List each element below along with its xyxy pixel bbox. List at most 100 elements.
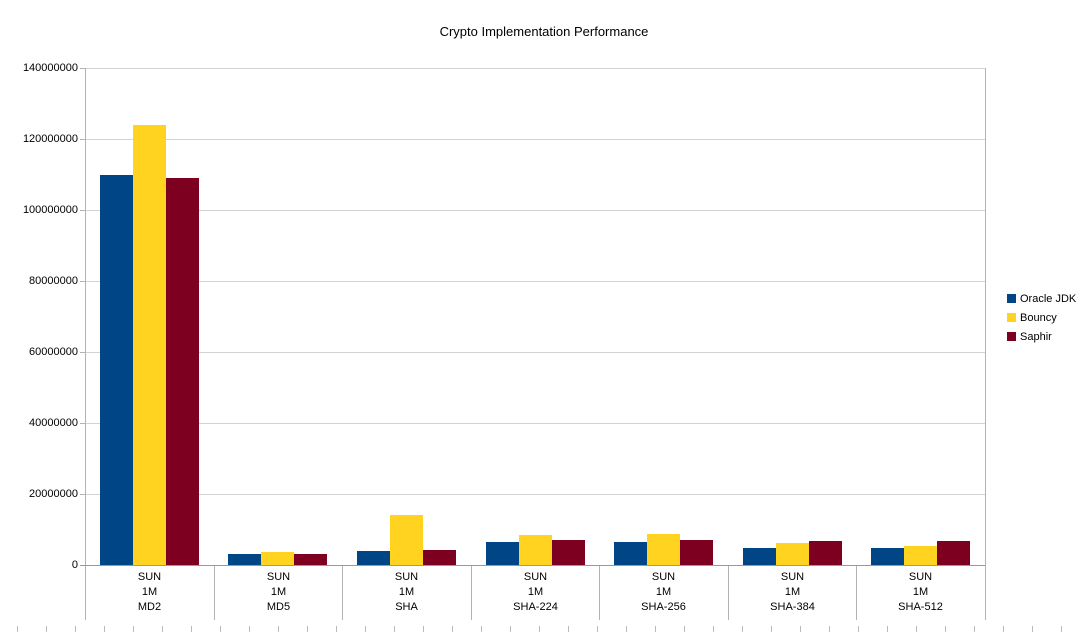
bottom-edge-tick [597,626,598,632]
category-label-line: SHA-256 [641,601,686,613]
y-axis-tick-label: 140000000 [22,62,78,74]
category-separator [214,565,215,620]
y-axis-tick-label: 100000000 [22,204,78,216]
bar-bouncy [133,125,166,565]
bottom-edge-tick [655,626,656,632]
bottom-edge-tick [568,626,569,632]
bottom-edge-tick [75,626,76,632]
y-axis-tick-label: 40000000 [29,417,78,429]
bottom-edge-tick [510,626,511,632]
bottom-edge-tick [307,626,308,632]
chart-title: Crypto Implementation Performance [439,24,649,39]
bar-bouncy [904,546,937,565]
x-axis-category-label: SUN 1M SHA-384 [728,570,857,615]
bar-oracle-jdk [486,542,519,565]
bottom-edge-tick [742,626,743,632]
category-label-line: SUN [266,571,291,583]
bar-oracle-jdk [100,175,133,566]
bar-saphir [937,541,970,565]
legend-swatch-icon [1007,313,1016,322]
y-axis-tick-label: 60000000 [29,346,78,358]
y-gridline [85,352,985,353]
bottom-edge-tick [713,626,714,632]
y-axis-tick-label: 120000000 [22,133,78,145]
legend-label: Oracle JDK [1020,292,1077,305]
bar-oracle-jdk [228,554,261,565]
y-axis-tick-label: 0 [71,559,78,571]
y-axis-tick [80,281,85,282]
bar-bouncy [390,515,423,565]
y-gridline [85,494,985,495]
bottom-edge-tick [191,626,192,632]
category-separator [471,565,472,620]
bottom-edge-tick [626,626,627,632]
bottom-edge-tick [974,626,975,632]
y-axis-tick [80,352,85,353]
bar-oracle-jdk [871,548,904,565]
bar-oracle-jdk [614,542,647,565]
category-label-line: SUN [523,571,548,583]
x-axis-category-label: SUN 1M MD5 [214,570,343,615]
x-axis-category-label: SUN 1M MD2 [85,570,214,615]
bottom-edge-tick [1061,626,1062,632]
bottom-edge-tick [858,626,859,632]
y-axis-tick-label: 20000000 [29,488,78,500]
bottom-edge-tick [423,626,424,632]
legend: Oracle JDK Bouncy Saphir [1007,289,1076,346]
y-axis-tick [80,68,85,69]
category-label-line: SHA [395,601,418,613]
legend-swatch-icon [1007,332,1016,341]
category-label-line: SUN [137,571,162,583]
legend-item: Oracle JDK [1007,289,1076,308]
bottom-edge-tick [278,626,279,632]
bottom-edge-tick [365,626,366,632]
bottom-edge-tick [1003,626,1004,632]
bar-saphir [552,540,585,565]
bar-saphir [809,541,842,565]
y-axis-tick [80,139,85,140]
bottom-edge-tick [133,626,134,632]
category-label-line: SHA-384 [770,601,815,613]
bottom-edge-tick [17,626,18,632]
category-label-line: 1M [270,586,287,598]
category-label-line: SUN [394,571,419,583]
bottom-edge-tick [481,626,482,632]
plot-right-border [985,68,986,620]
category-label-line: 1M [141,586,158,598]
category-label-line: SUN [908,571,933,583]
bottom-edge-tick [800,626,801,632]
bottom-edge-tick [771,626,772,632]
bottom-edge-tick [452,626,453,632]
bottom-edge-tick [394,626,395,632]
bar-saphir [294,554,327,565]
x-axis-category-label: SUN 1M SHA [342,570,471,615]
category-label-line: SHA-224 [513,601,558,613]
legend-label: Saphir [1020,330,1052,343]
category-label-line: 1M [398,586,415,598]
bottom-edge-tick [916,626,917,632]
bar-oracle-jdk [743,548,776,565]
plot-left-border [85,68,86,620]
bottom-edge-tick [162,626,163,632]
y-axis-tick [80,494,85,495]
bar-bouncy [647,534,680,565]
y-gridline [85,139,985,140]
category-label-line: SUN [780,571,805,583]
bar-saphir [680,540,713,565]
y-axis-tick [80,210,85,211]
category-separator [599,565,600,620]
category-separator [856,565,857,620]
legend-item: Bouncy [1007,308,1076,327]
category-label-line: MD5 [266,601,291,613]
bottom-edge-tick [829,626,830,632]
bottom-edge-tick [887,626,888,632]
bar-bouncy [519,535,552,565]
bottom-edge-tick [336,626,337,632]
bar-oracle-jdk [357,551,390,565]
category-label-line: 1M [912,586,929,598]
bottom-edge-tick [46,626,47,632]
x-axis-line [80,565,985,566]
bar-saphir [423,550,456,565]
bottom-edge-tick [684,626,685,632]
